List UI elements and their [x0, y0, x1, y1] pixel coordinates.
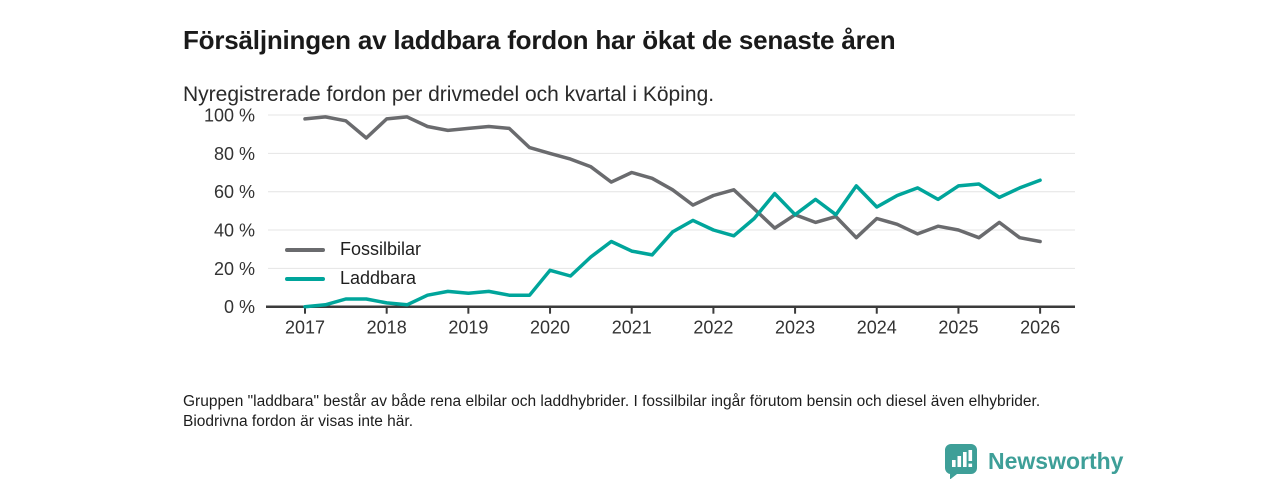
- y-axis-label: 40 %: [214, 221, 255, 241]
- x-axis-label: 2018: [367, 318, 407, 338]
- y-axis-label: 60 %: [214, 182, 255, 202]
- x-axis-label: 2026: [1020, 318, 1060, 338]
- series-line-laddbara: [303, 178, 1042, 309]
- legend-label: Laddbara: [340, 268, 417, 288]
- page-title: Försäljningen av laddbara fordon har öka…: [183, 25, 896, 56]
- chart-canvas: 0 % 20 % 40 % 60 % 80 % 100 % 2017 2018 2019 2020…: [204, 106, 1075, 338]
- bar-chart-pin-icon: [945, 444, 977, 479]
- newsworthy-logo-text: Newsworthy: [988, 447, 1124, 474]
- y-axis-label: 20 %: [214, 259, 255, 279]
- x-axis-label: 2025: [938, 318, 978, 338]
- x-axis-label: 2022: [693, 318, 733, 338]
- line-chart: 0 % 20 % 40 % 60 % 80 % 100 % 2017 2018 2019 2020…: [185, 95, 1090, 345]
- legend-swatch-laddbara: [285, 276, 325, 281]
- series-line-fossilbilar: [303, 115, 1042, 244]
- legend-item-fossilbilar: Fossilbilar: [285, 235, 421, 264]
- x-axis-label: 2024: [857, 318, 897, 338]
- x-axis-label: 2023: [775, 318, 815, 338]
- x-axis-label: 2017: [285, 318, 325, 338]
- y-axis-label: 100 %: [204, 106, 255, 126]
- page-subtitle: Nyregistrerade fordon per drivmedel och …: [183, 83, 715, 106]
- y-axis-label: 80 %: [214, 144, 255, 164]
- chart-footnote: Gruppen "laddbara" består av både rena e…: [183, 392, 1041, 431]
- x-axis-label: 2019: [448, 318, 488, 338]
- newsworthy-branding: Newsworthy: [944, 443, 1123, 479]
- legend-swatch-fossilbilar: [285, 247, 325, 252]
- y-axis-label: 0 %: [224, 297, 255, 317]
- x-axis-label: 2021: [612, 318, 652, 338]
- legend-label: Fossilbilar: [340, 239, 422, 259]
- chart-legend: Fossilbilar Laddbara: [285, 235, 421, 293]
- x-axis-label: 2020: [530, 318, 570, 338]
- legend-item-laddbara: Laddbara: [285, 264, 421, 293]
